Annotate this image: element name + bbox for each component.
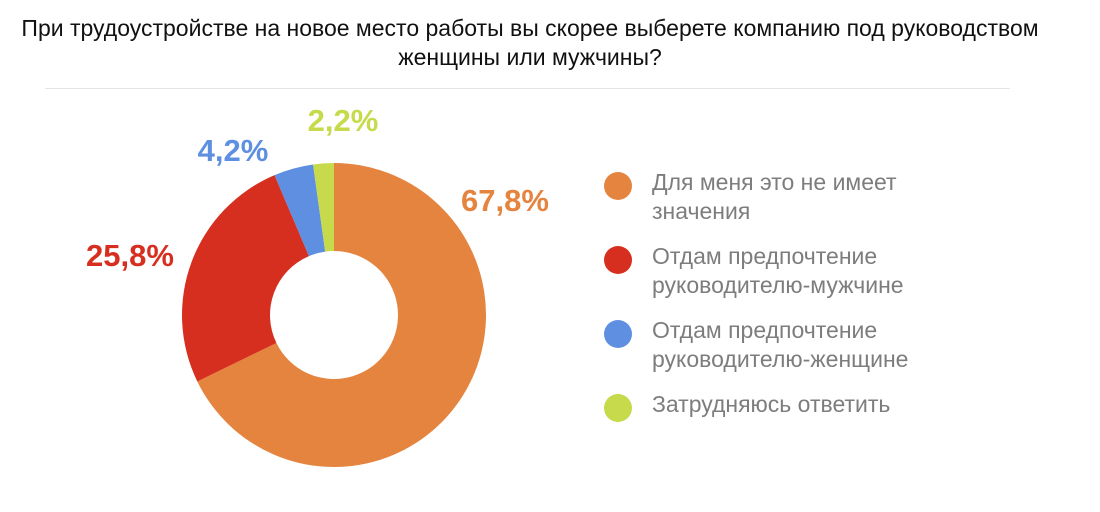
slice-1 [182,175,309,382]
legend-label: Отдам предпочтение руководителю-женщине [652,317,909,372]
slice-2 [274,164,326,257]
legend-item: Для меня это не имеет значения [604,168,972,226]
legend-item: Отдам предпочтение руководителю-мужчине [604,242,972,300]
legend-swatch [604,246,632,274]
legend-swatch [604,172,632,200]
slice-0 [197,163,486,468]
legend-label: Для меня это не имеет значения [652,169,897,224]
legend-swatch [604,394,632,422]
legend-label: Отдам предпочтение руководителю-мужчине [652,243,904,298]
legend-label: Затрудняюсь ответить [652,391,891,417]
legend-swatch [604,320,632,348]
data-label-1: 25,8% [86,238,174,273]
data-label-0: 67,8% [461,183,549,218]
legend-item: Затрудняюсь ответить [604,390,972,422]
chart-title: При трудоустройстве на новое место работ… [21,15,1039,70]
slice-3 [313,163,334,252]
data-label-2: 4,2% [198,133,269,168]
data-label-3: 2,2% [308,103,379,138]
divider [45,88,1010,89]
legend: Для меня это не имеет значения Отдам пред… [604,168,972,438]
legend-item: Отдам предпочтение руководителю-женщине [604,316,972,374]
